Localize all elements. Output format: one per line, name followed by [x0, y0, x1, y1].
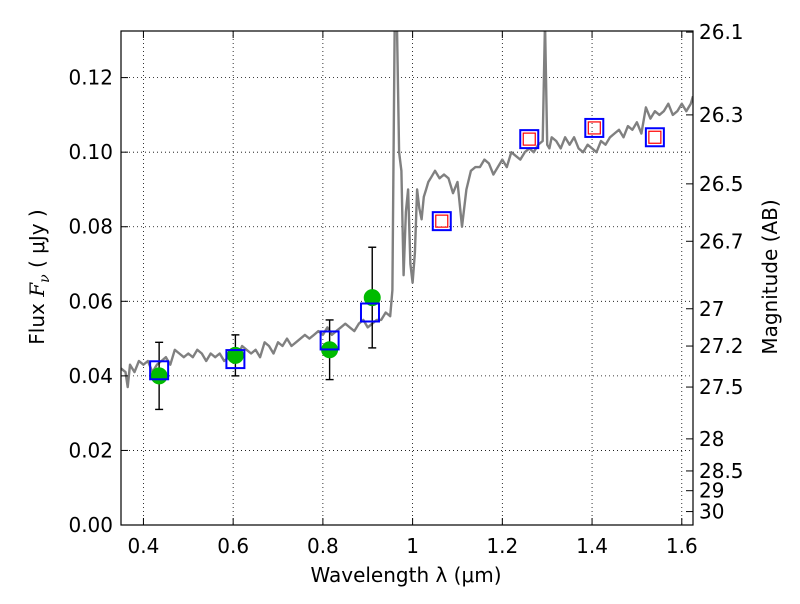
right-tick-label: 28.5	[699, 459, 744, 483]
y-tick-label: 0.12	[68, 66, 113, 90]
model-square	[319, 330, 340, 351]
y-axis-label-left: Flux Fν ( μJy )	[25, 209, 53, 344]
right-tick-label: 29	[699, 479, 724, 503]
x-tick-label: 0.6	[217, 534, 249, 558]
x-tick-label: 0.8	[307, 534, 339, 558]
right-tick-label: 28	[699, 427, 724, 451]
y-tick-label: 0.06	[68, 289, 113, 313]
model-square	[519, 129, 540, 150]
grid-layer	[121, 31, 693, 526]
model-square	[431, 211, 452, 232]
y-axis-label-right: Magnitude (AB)	[758, 199, 782, 354]
model-square	[644, 127, 665, 148]
model-square-small	[648, 130, 662, 144]
plot-layer	[121, 31, 693, 411]
model-square	[584, 117, 605, 138]
y-tick-label: 0.04	[68, 364, 113, 388]
x-tick-label: 0.4	[128, 534, 160, 558]
right-tick-label: 26.5	[699, 172, 744, 196]
y-label-subscript: ν	[37, 274, 53, 283]
right-tick-label: 26.7	[699, 229, 744, 253]
x-tick-label: 1.6	[666, 534, 698, 558]
right-tick-label: 27.2	[699, 334, 744, 358]
spectrum-line	[121, 31, 693, 389]
photometry-point	[363, 289, 381, 307]
x-axis-label: Wavelength λ (μm)	[310, 563, 501, 587]
x-tick-label: 1	[406, 534, 419, 558]
right-tick-label: 26.3	[699, 103, 744, 127]
model-square-small	[435, 214, 449, 228]
right-tick-label: 27	[699, 297, 724, 321]
model-square	[359, 302, 380, 323]
y-label-prefix: Flux	[25, 297, 49, 345]
y-label-symbol: F	[25, 282, 49, 298]
model-square	[225, 349, 246, 370]
y-tick-label: 0.10	[68, 140, 113, 164]
tick-layer: 0.4 0.6 0.8 1 1.2 1.4 1.6 0.00 0.02 0.04 0.06 0.08 0…	[68, 20, 743, 558]
right-tick-label: 27.5	[699, 375, 744, 399]
y-tick-label: 0.08	[68, 215, 113, 239]
x-tick-label: 1.4	[576, 534, 608, 558]
model-square-small	[587, 121, 601, 135]
y-label-unit: ( μJy )	[25, 209, 49, 274]
right-tick-label: 26.1	[699, 20, 744, 44]
model-square-small	[522, 132, 536, 146]
y-tick-label: 0.02	[68, 438, 113, 462]
right-tick-label: 30	[699, 500, 724, 524]
photometry-point	[150, 367, 168, 385]
y-tick-label: 0.00	[68, 513, 113, 537]
plot-frame	[120, 30, 694, 526]
model-square	[149, 360, 170, 381]
x-tick-label: 1.2	[486, 534, 518, 558]
